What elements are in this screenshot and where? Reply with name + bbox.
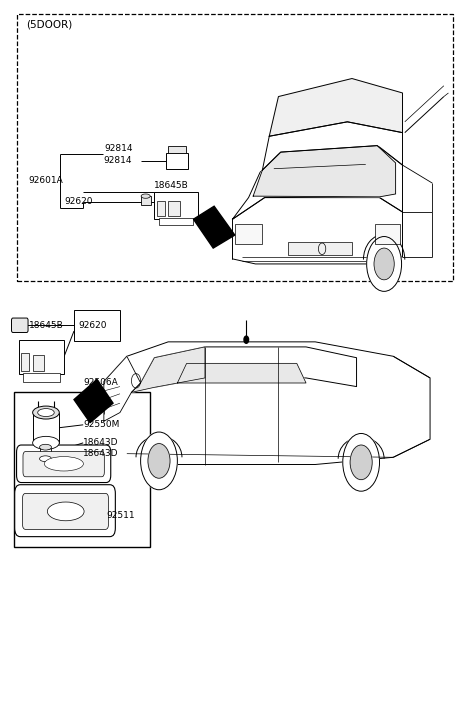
Bar — [235, 224, 262, 244]
Polygon shape — [232, 147, 403, 220]
Bar — [14, 393, 150, 547]
Circle shape — [343, 433, 379, 491]
Circle shape — [244, 336, 249, 343]
Bar — [22, 373, 60, 382]
Text: 18645B: 18645B — [154, 180, 189, 190]
Polygon shape — [74, 379, 113, 422]
Text: 92506A: 92506A — [83, 378, 118, 387]
Text: 92511: 92511 — [106, 510, 135, 520]
Ellipse shape — [33, 436, 60, 449]
Bar — [21, 353, 29, 371]
Bar — [159, 218, 193, 225]
Circle shape — [374, 248, 394, 280]
Bar — [168, 201, 179, 216]
Bar — [33, 355, 44, 371]
Polygon shape — [104, 342, 430, 465]
Text: 18643D: 18643D — [83, 449, 119, 458]
Bar — [157, 201, 165, 216]
Polygon shape — [132, 347, 205, 393]
Text: 18643D: 18643D — [83, 438, 119, 447]
Circle shape — [367, 236, 402, 292]
FancyBboxPatch shape — [23, 451, 104, 477]
Bar — [166, 153, 188, 169]
Bar — [33, 412, 60, 443]
Bar — [154, 192, 198, 220]
Bar — [140, 196, 151, 205]
Bar — [375, 224, 400, 244]
Bar — [168, 145, 186, 153]
Polygon shape — [104, 356, 140, 421]
Bar — [288, 242, 352, 255]
Polygon shape — [177, 364, 306, 383]
Polygon shape — [253, 145, 396, 197]
Polygon shape — [140, 347, 357, 387]
FancyBboxPatch shape — [15, 485, 115, 537]
Text: 92601A: 92601A — [28, 177, 63, 185]
Ellipse shape — [141, 194, 150, 198]
Ellipse shape — [40, 456, 52, 462]
Text: 18645B: 18645B — [29, 321, 64, 330]
Circle shape — [140, 432, 177, 490]
Text: 92814: 92814 — [103, 156, 132, 164]
Bar — [40, 447, 52, 459]
Ellipse shape — [47, 502, 84, 521]
Text: 92550M: 92550M — [83, 420, 120, 430]
Ellipse shape — [33, 406, 60, 419]
FancyBboxPatch shape — [12, 318, 28, 332]
Bar — [74, 310, 120, 341]
Circle shape — [148, 443, 170, 478]
Polygon shape — [193, 206, 235, 248]
Bar — [17, 14, 453, 281]
Polygon shape — [232, 198, 403, 264]
Circle shape — [350, 445, 372, 480]
Ellipse shape — [38, 409, 54, 417]
FancyBboxPatch shape — [17, 445, 111, 483]
Polygon shape — [262, 122, 403, 170]
Bar — [19, 340, 64, 374]
Text: 92620: 92620 — [79, 321, 107, 330]
Ellipse shape — [44, 457, 83, 471]
FancyBboxPatch shape — [22, 494, 108, 529]
Polygon shape — [269, 79, 403, 136]
Ellipse shape — [40, 444, 52, 450]
Text: (5DOOR): (5DOOR) — [26, 20, 72, 29]
Text: 92620: 92620 — [65, 196, 93, 206]
Text: 92814: 92814 — [105, 144, 133, 153]
